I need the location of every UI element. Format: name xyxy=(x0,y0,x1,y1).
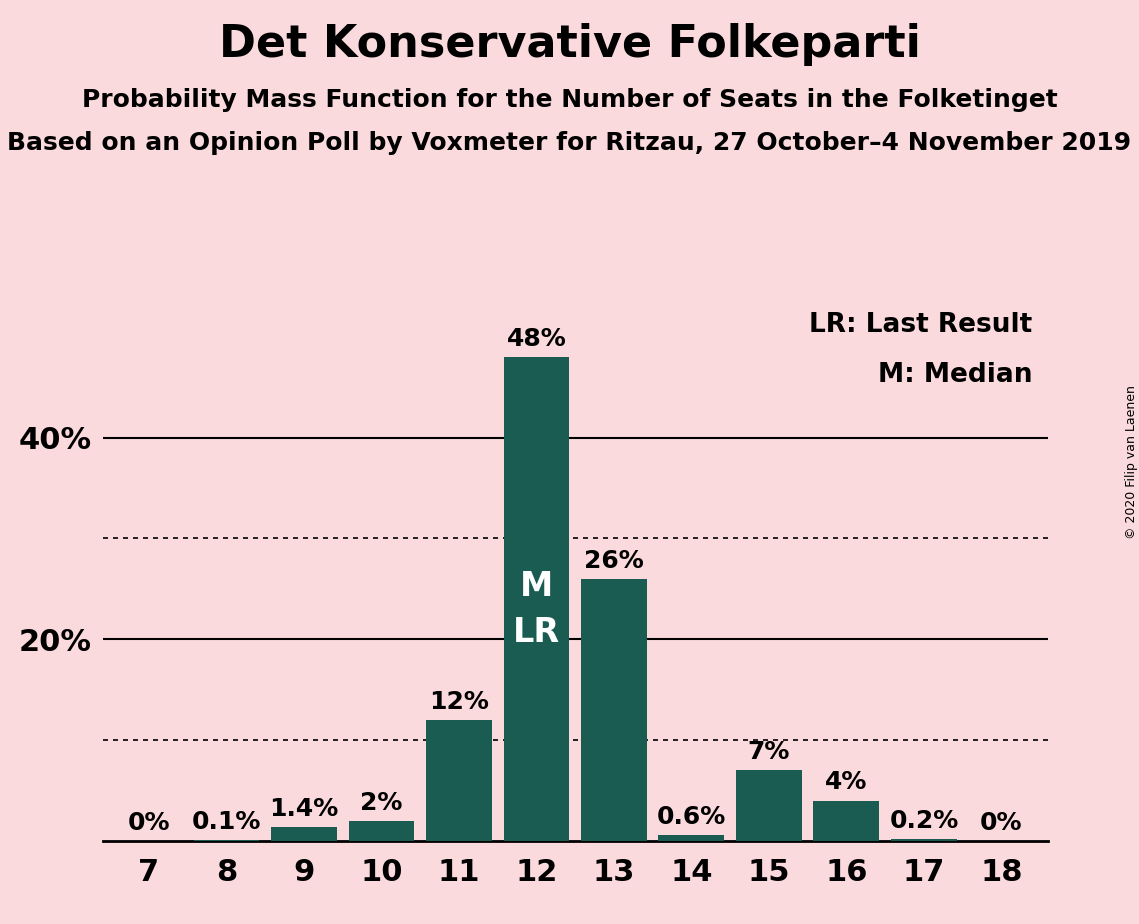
Text: 12%: 12% xyxy=(429,690,489,714)
Bar xyxy=(271,827,337,841)
Bar xyxy=(349,821,415,841)
Text: 7%: 7% xyxy=(747,740,790,764)
Text: 0.6%: 0.6% xyxy=(657,805,726,829)
Bar xyxy=(891,839,957,841)
Text: 0%: 0% xyxy=(981,810,1023,834)
Text: LR: Last Result: LR: Last Result xyxy=(809,311,1032,337)
Bar xyxy=(813,800,879,841)
Bar xyxy=(426,720,492,841)
Bar xyxy=(503,357,570,841)
Bar xyxy=(194,840,260,841)
Text: Based on an Opinion Poll by Voxmeter for Ritzau, 27 October–4 November 2019: Based on an Opinion Poll by Voxmeter for… xyxy=(8,131,1131,155)
Text: 48%: 48% xyxy=(507,327,566,351)
Bar xyxy=(736,771,802,841)
Bar xyxy=(658,834,724,841)
Text: 26%: 26% xyxy=(584,549,644,573)
Text: 2%: 2% xyxy=(360,791,403,815)
Text: 0%: 0% xyxy=(128,810,170,834)
Text: M: Median: M: Median xyxy=(878,362,1032,388)
Text: 0.1%: 0.1% xyxy=(191,809,261,833)
Text: 0.2%: 0.2% xyxy=(890,808,959,833)
Text: Det Konservative Folkeparti: Det Konservative Folkeparti xyxy=(219,23,920,67)
Text: © 2020 Filip van Laenen: © 2020 Filip van Laenen xyxy=(1124,385,1138,539)
Text: 1.4%: 1.4% xyxy=(269,796,338,821)
Bar xyxy=(581,578,647,841)
Text: Probability Mass Function for the Number of Seats in the Folketinget: Probability Mass Function for the Number… xyxy=(82,88,1057,112)
Text: 4%: 4% xyxy=(826,771,868,795)
Text: M
LR: M LR xyxy=(513,569,560,649)
